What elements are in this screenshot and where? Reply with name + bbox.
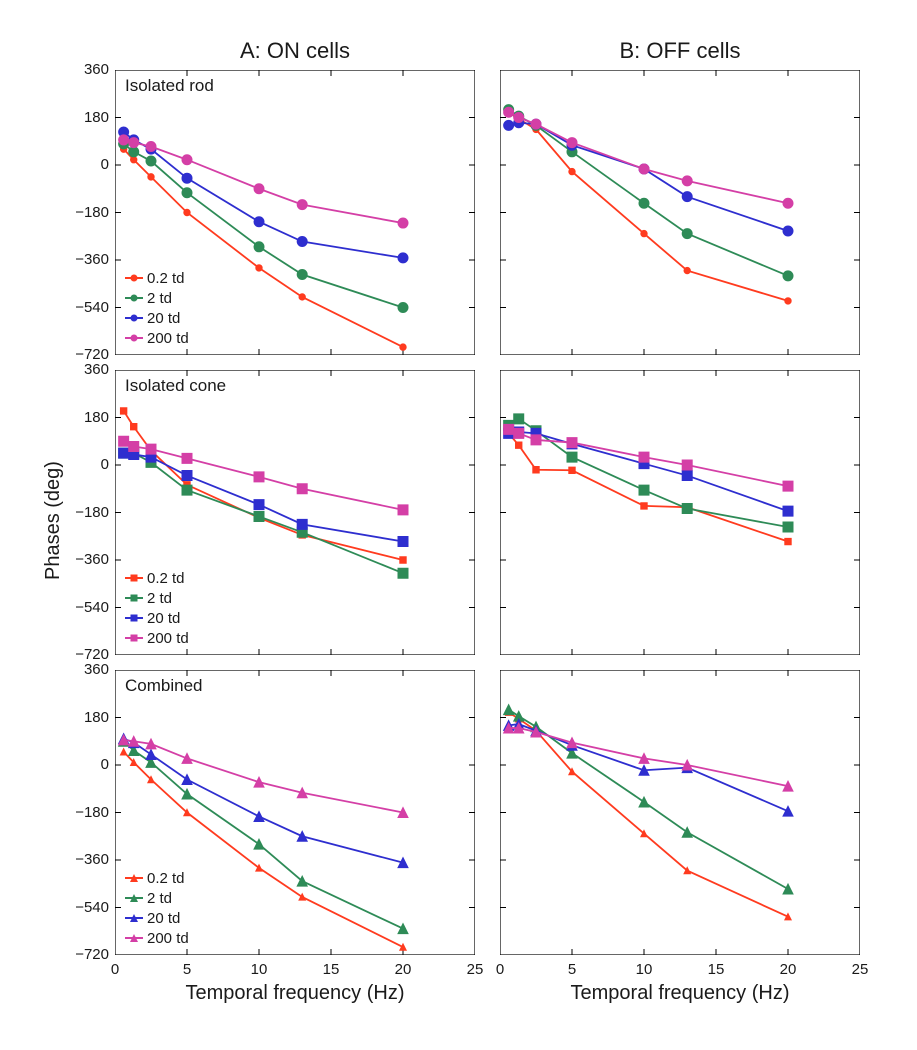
figure-root: A: ON cellsB: OFF cellsPhases (deg)Tempo… [20,20,897,1030]
x-axis-label-a: Temporal frequency (Hz) [115,982,475,1005]
legend-label: 200 td [147,630,189,647]
legend: 0.2 td 2 td 20 td 200 td [125,269,189,349]
legend-marker-icon [130,594,138,602]
legend-marker-icon [130,294,138,302]
legend-label: 0.2 td [147,870,185,887]
legend-marker-icon [130,934,138,942]
legend-marker-icon [130,894,138,902]
x-tick-label: 25 [465,961,485,978]
chart-panel: Combined 0.2 td 2 td 20 td 200 td [115,670,475,955]
x-tick-label: 25 [850,961,870,978]
legend: 0.2 td 2 td 20 td 200 td [125,569,189,649]
x-tick-label: 15 [321,961,341,978]
legend-label: 20 td [147,310,180,327]
column-title-b: B: OFF cells [500,38,860,64]
legend-item: 20 td [125,309,189,327]
legend-swatch-line [125,937,143,939]
legend-swatch-line [125,597,143,599]
chart-panel: Isolated rod 0.2 td 2 td 20 td 200 td [115,70,475,355]
column-title-a: A: ON cells [115,38,475,64]
legend-swatch-line [125,877,143,879]
x-tick-label: 10 [249,961,269,978]
legend-item: 0.2 td [125,869,189,887]
legend-swatch-line [125,297,143,299]
chart-panel [500,370,860,655]
legend-label: 2 td [147,890,172,907]
legend-label: 0.2 td [147,270,185,287]
y-tick-label: −540 [59,599,109,616]
legend-item: 0.2 td [125,269,189,287]
legend-label: 2 td [147,290,172,307]
x-tick-label: 5 [562,961,582,978]
legend-item: 20 td [125,609,189,627]
x-tick-label: 0 [490,961,510,978]
legend-item: 200 td [125,929,189,947]
panel-condition-label: Isolated rod [125,76,214,96]
x-axis-label-b: Temporal frequency (Hz) [500,982,860,1005]
legend-swatch-line [125,577,143,579]
x-tick-label: 20 [778,961,798,978]
panel-condition-label: Combined [125,676,203,696]
y-tick-label: −180 [59,804,109,821]
chart-panel [500,70,860,355]
y-tick-label: −540 [59,899,109,916]
y-tick-label: 0 [59,456,109,473]
y-tick-label: 180 [59,709,109,726]
chart-panel [500,670,860,955]
y-tick-label: 360 [59,361,109,378]
y-tick-label: −540 [59,299,109,316]
y-tick-label: 0 [59,756,109,773]
y-tick-label: 360 [59,61,109,78]
legend-item: 20 td [125,909,189,927]
legend-marker-icon [130,574,138,582]
y-tick-label: −360 [59,851,109,868]
legend-label: 2 td [147,590,172,607]
legend-marker-icon [130,334,138,342]
legend-marker-icon [130,314,138,322]
legend-swatch-line [125,637,143,639]
legend-swatch-line [125,917,143,919]
panel-condition-label: Isolated cone [125,376,226,396]
legend-marker-icon [130,914,138,922]
legend-item: 2 td [125,889,189,907]
legend-marker-icon [130,614,138,622]
chart-panel: Isolated cone 0.2 td 2 td 20 td 200 td [115,370,475,655]
legend-item: 200 td [125,629,189,647]
x-tick-label: 10 [634,961,654,978]
legend-label: 200 td [147,930,189,947]
x-tick-label: 0 [105,961,125,978]
y-tick-label: −360 [59,551,109,568]
y-tick-label: −180 [59,504,109,521]
legend-swatch-line [125,617,143,619]
y-tick-label: −180 [59,204,109,221]
legend-item: 2 td [125,289,189,307]
legend-label: 0.2 td [147,570,185,587]
legend-marker-icon [130,874,138,882]
legend-swatch-line [125,317,143,319]
legend: 0.2 td 2 td 20 td 200 td [125,869,189,949]
x-tick-label: 5 [177,961,197,978]
legend-swatch-line [125,897,143,899]
y-tick-label: −360 [59,251,109,268]
legend-label: 20 td [147,610,180,627]
legend-item: 0.2 td [125,569,189,587]
y-tick-label: 180 [59,109,109,126]
legend-item: 200 td [125,329,189,347]
y-tick-label: −720 [59,946,109,963]
legend-label: 20 td [147,910,180,927]
legend-label: 200 td [147,330,189,347]
x-tick-label: 20 [393,961,413,978]
legend-swatch-line [125,277,143,279]
legend-swatch-line [125,337,143,339]
y-tick-label: 0 [59,156,109,173]
legend-item: 2 td [125,589,189,607]
legend-marker-icon [130,634,138,642]
legend-marker-icon [130,274,138,282]
x-tick-label: 15 [706,961,726,978]
y-tick-label: 360 [59,661,109,678]
y-tick-label: 180 [59,409,109,426]
